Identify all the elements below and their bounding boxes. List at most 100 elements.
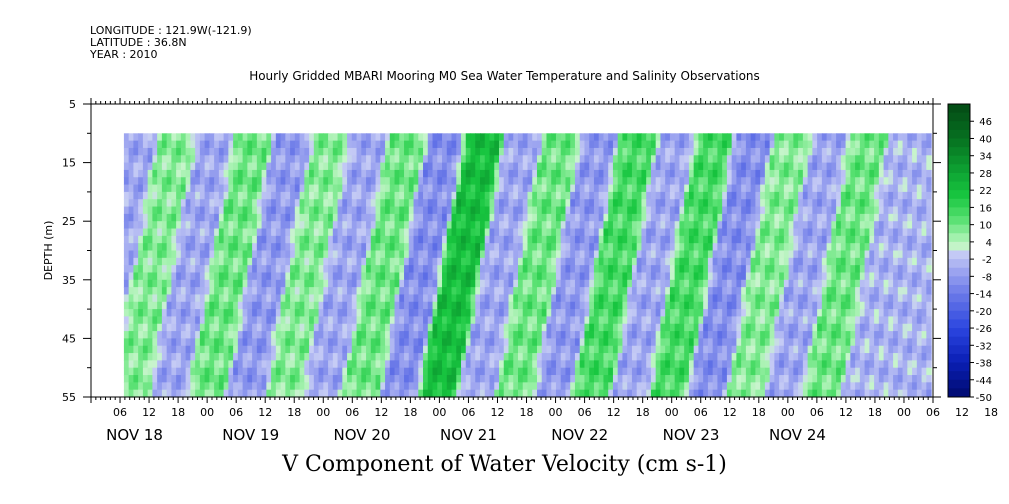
heatmap-cell: [612, 177, 619, 186]
heatmap-cell: [280, 257, 286, 266]
heatmap-cell: [128, 272, 134, 281]
heatmap-cell: [793, 235, 799, 244]
heatmap-cell: [546, 162, 552, 171]
heatmap-cell: [902, 287, 908, 296]
heatmap-cell: [470, 155, 476, 164]
heatmap-cell: [579, 272, 586, 281]
heatmap-cell: [361, 257, 367, 266]
heatmap-cell: [536, 221, 543, 230]
heatmap-cell: [807, 301, 813, 310]
heatmap-cell: [589, 323, 595, 332]
heatmap-cell: [133, 345, 139, 354]
heatmap-cell: [926, 323, 932, 332]
heatmap-cell: [650, 162, 657, 171]
heatmap-cell: [541, 147, 548, 156]
heatmap-cell: [807, 265, 813, 274]
heatmap-cell: [836, 250, 842, 259]
heatmap-cell: [579, 257, 586, 266]
heatmap-cell: [138, 338, 144, 347]
heatmap-cell: [536, 177, 543, 186]
heatmap-cell: [864, 323, 870, 332]
heatmap-cell: [195, 235, 201, 244]
heatmap-cell: [883, 338, 889, 347]
heatmap-cell: [631, 140, 638, 149]
heatmap-cell: [646, 213, 652, 222]
heatmap-cell: [261, 279, 267, 288]
heatmap-cell: [342, 133, 348, 142]
heatmap-cell: [679, 279, 685, 288]
heatmap-cell: [551, 140, 557, 149]
heatmap-cell: [760, 140, 766, 149]
heatmap-cell: [366, 228, 372, 237]
heatmap-cell: [726, 133, 733, 142]
heatmap-cell: [774, 162, 780, 171]
heatmap-cell: [864, 177, 870, 186]
heatmap-cell: [133, 177, 139, 186]
heatmap-cell: [218, 235, 225, 244]
heatmap-cell: [223, 140, 229, 149]
heatmap-cell: [712, 133, 719, 142]
heatmap-cell: [285, 294, 291, 303]
heatmap-cell: [631, 184, 638, 193]
heatmap-cell: [166, 265, 172, 274]
heatmap-cell: [855, 243, 861, 252]
heatmap-cell: [788, 279, 794, 288]
heatmap-cell: [864, 213, 870, 222]
heatmap-cell: [446, 155, 453, 164]
heatmap-cell: [603, 191, 609, 200]
heatmap-cell: [726, 279, 733, 288]
heatmap-cell: [788, 206, 794, 215]
heatmap-cell: [850, 162, 856, 171]
heatmap-cell: [774, 177, 780, 186]
heatmap-cell: [916, 199, 923, 208]
heatmap-cell: [271, 162, 277, 171]
heatmap-cell: [128, 243, 134, 252]
heatmap-cell: [760, 257, 766, 266]
heatmap-cell: [204, 331, 210, 339]
heatmap-cell: [385, 177, 391, 186]
heatmap-cell: [461, 287, 467, 296]
heatmap-cell: [199, 206, 206, 215]
heatmap-cell: [470, 287, 476, 296]
heatmap-cell: [536, 213, 543, 222]
heatmap-cell: [309, 221, 315, 230]
heatmap-cell: [228, 228, 234, 237]
heatmap-cell: [465, 301, 472, 310]
heatmap-cell: [669, 221, 676, 230]
heatmap-cell: [783, 162, 790, 171]
heatmap-cell: [902, 169, 908, 178]
heatmap-cell: [779, 213, 785, 222]
heatmap-cell: [836, 287, 842, 296]
heatmap-cell: [299, 301, 305, 310]
heatmap-cell: [494, 147, 500, 156]
heatmap-cell: [869, 309, 875, 318]
heatmap-cell: [161, 228, 168, 237]
heatmap-cell: [423, 287, 429, 296]
heatmap-cell: [152, 243, 158, 252]
heatmap-cell: [546, 147, 552, 156]
heatmap-cell: [351, 221, 358, 230]
heatmap-cell: [760, 279, 766, 288]
heatmap-cell: [309, 294, 315, 303]
heatmap-cell: [375, 228, 381, 237]
heatmap-cell: [551, 331, 557, 339]
heatmap-cell: [423, 221, 429, 230]
heatmap-cell: [598, 155, 605, 164]
heatmap-cell: [285, 147, 291, 156]
heatmap-cell: [275, 265, 282, 274]
heatmap-cell: [323, 250, 329, 259]
heatmap-cell: [418, 147, 424, 156]
heatmap-cell: [698, 235, 704, 244]
heatmap-cell: [546, 221, 552, 230]
heatmap-cell: [574, 155, 581, 164]
heatmap-cell: [427, 301, 434, 310]
heatmap-cell: [532, 323, 538, 332]
heatmap-cell: [266, 213, 272, 222]
heatmap-cell: [484, 257, 491, 266]
heatmap-cell: [608, 250, 614, 259]
heatmap-cell: [342, 235, 348, 244]
heatmap-cell: [660, 177, 666, 186]
heatmap-cell: [475, 323, 481, 332]
heatmap-cell: [674, 287, 681, 296]
heatmap-cell: [660, 221, 666, 230]
